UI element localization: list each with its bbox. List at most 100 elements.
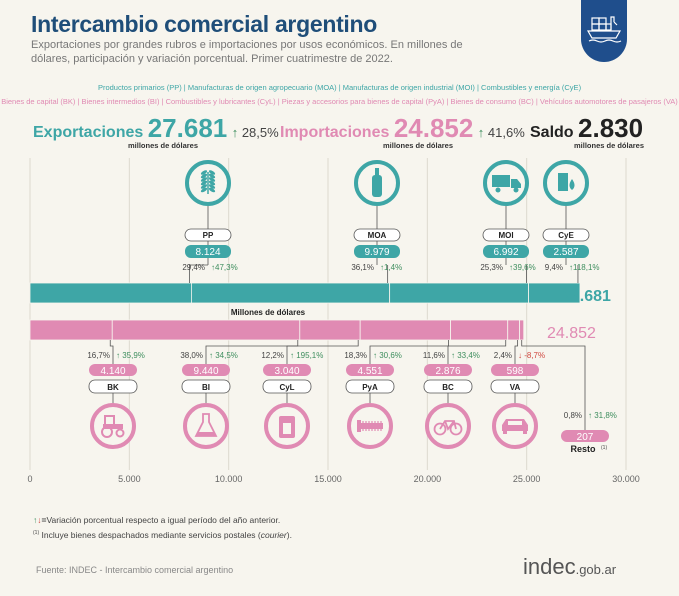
category-code: MOA: [368, 231, 387, 240]
connector-line: [286, 340, 359, 366]
category-value-pill: [346, 364, 394, 376]
category-share: 18,3%: [344, 351, 367, 360]
imports-bar-bi: [111, 319, 301, 341]
category-value-pill: [89, 364, 137, 376]
category-code-pill: [262, 379, 312, 394]
windshield: [508, 421, 522, 425]
category-code: MOI: [498, 231, 513, 240]
category-value: 6.992: [493, 247, 518, 258]
connector-line: [109, 340, 114, 366]
connector-line: [521, 340, 586, 432]
balance-total: 2.830: [578, 113, 644, 143]
exports-bar-total: 27.681: [562, 288, 611, 305]
category-change: ↑ 195,1%: [290, 351, 323, 360]
screw-icon: [357, 420, 383, 432]
wheel: [433, 422, 447, 436]
connector-line: [514, 340, 519, 366]
category-value: 9.979: [364, 247, 389, 258]
category-code-pill: [88, 379, 138, 394]
grain: [208, 180, 216, 186]
category-value-pill: [561, 430, 609, 442]
category-value: 598: [507, 366, 524, 377]
connector-line: [447, 340, 507, 366]
imports-bar-bc: [450, 319, 509, 341]
category-value: 207: [577, 432, 594, 443]
x-tick-label: 10.000: [215, 474, 243, 484]
footnote-end: ).: [286, 530, 292, 540]
category-code: BI: [202, 383, 210, 392]
category-value-pill: [491, 364, 539, 376]
category-value-pill: [543, 245, 589, 258]
category-change: ↑118,1%: [569, 263, 600, 272]
arrow-up-icon: ↑: [33, 515, 38, 525]
imports-change: ↑ 41,6%: [478, 125, 525, 140]
jerrycan-icon: [279, 416, 295, 438]
page-subtitle: Exportaciones por grandes rubros e impor…: [31, 39, 463, 65]
category-share: 16,7%: [87, 351, 110, 360]
exports-change-value: 28,5%: [241, 125, 279, 140]
grain: [208, 184, 216, 189]
grain: [200, 173, 208, 179]
grain: [200, 177, 208, 182]
category-value-pill: [354, 245, 400, 258]
category-code: PyA: [362, 383, 378, 392]
truck-icon: [492, 175, 521, 193]
wheel: [101, 426, 113, 438]
car-icon: [502, 419, 528, 434]
category-code-pill: [423, 379, 473, 394]
category-code-pill: [490, 379, 540, 394]
page-title: Intercambio comercial argentino: [31, 11, 378, 37]
label: [283, 423, 291, 434]
imports-total: 24.852: [393, 113, 474, 143]
category-change: ↑1,4%: [380, 263, 402, 272]
imports-unit: millones de dólares: [383, 141, 454, 150]
exports-legend: Productos primarios (PP) | Manufacturas …: [97, 83, 582, 92]
wheel: [449, 422, 463, 436]
category-share: 0,8%: [564, 411, 582, 420]
category-value-pill: [263, 364, 311, 376]
category-code-pill: [181, 379, 231, 394]
category-value: 2.587: [553, 247, 578, 258]
indec-logo: indec.gob.ar: [523, 554, 616, 580]
category-change: ↑47,3%: [211, 263, 238, 272]
imports-bar-va: [507, 319, 521, 341]
bicycle-icon: [433, 420, 463, 436]
body: [372, 175, 382, 197]
category-value-pill: [185, 245, 231, 258]
liquid: [196, 432, 216, 436]
category-share: 2,4%: [494, 351, 512, 360]
balance-unit: millones de dólares: [574, 141, 645, 150]
category-change: ↓ -8,7%: [518, 351, 545, 360]
category-value: 3.040: [274, 366, 299, 377]
wheat-icon: [200, 170, 216, 194]
exports-change: ↑ 28,5%: [232, 125, 279, 140]
footnote-marker: (1): [33, 530, 40, 537]
grain: [208, 170, 216, 175]
category-code: BC: [442, 383, 454, 392]
cargo: [492, 175, 510, 187]
frame: [439, 420, 457, 431]
category-value-pill: [424, 364, 472, 376]
imports-kpi: Importaciones 24.852 ↑ 41,6% millones de…: [280, 113, 525, 150]
balance-kpi: Saldo 2.830 millones de dólares: [530, 113, 644, 150]
category-code: PP: [203, 231, 214, 240]
bottle-icon: [372, 168, 382, 197]
x-tick-label: 15.000: [314, 474, 342, 484]
grain: [200, 187, 208, 193]
category-share: 38,0%: [180, 351, 203, 360]
category-share: 12,2%: [261, 351, 284, 360]
imports-legend: Bienes de capital (BK) | Bienes intermed…: [1, 97, 678, 106]
x-axis-label: Millones de dólares: [231, 308, 306, 317]
category-change: ↑ 30,6%: [373, 351, 402, 360]
category-code-pill: [184, 228, 232, 242]
imports-bar-resto: [519, 319, 525, 341]
fuel-drop-icon: [558, 173, 575, 191]
imports-bar-cyl: [299, 319, 361, 341]
exports-total: 27.681: [147, 113, 228, 143]
imports-bar-total: 24.852: [547, 325, 596, 342]
connector-line: [205, 340, 299, 366]
x-tick-label: 20.000: [414, 474, 442, 484]
arrow-up-icon: ↑: [477, 125, 485, 140]
category-share: 29,4%: [182, 263, 205, 272]
neck: [375, 168, 379, 176]
